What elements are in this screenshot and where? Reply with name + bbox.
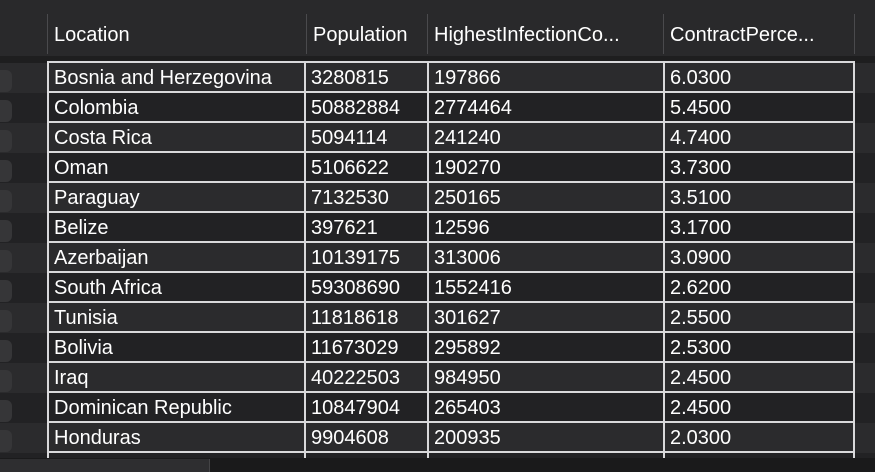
row-selector[interactable] <box>0 430 12 452</box>
cell-contract-percent[interactable]: 2.5300 <box>663 333 853 363</box>
cell-location[interactable]: Colombia <box>47 93 304 123</box>
row-selector[interactable] <box>0 100 12 122</box>
cell-highest-infection-count[interactable]: 265403 <box>427 393 663 423</box>
table-row[interactable]: Azerbaijan 10139175 313006 3.0900 <box>0 243 875 273</box>
cell-highest-infection-count[interactable]: 984950 <box>427 363 663 393</box>
cell-population[interactable]: 11818618 <box>304 303 427 333</box>
cell-highest-infection-count[interactable]: 295892 <box>427 333 663 363</box>
row-selector[interactable] <box>0 250 12 272</box>
cell-highest-infection-count[interactable]: 190270 <box>427 153 663 183</box>
cell-population[interactable]: 3280815 <box>304 63 427 93</box>
table-row[interactable]: Paraguay 7132530 250165 3.5100 <box>0 183 875 213</box>
cell-population[interactable]: 10847904 <box>304 393 427 423</box>
row-selector[interactable] <box>0 160 12 182</box>
scrollbar-thumb[interactable] <box>0 459 210 472</box>
cell-population[interactable]: 7132530 <box>304 183 427 213</box>
cell-contract-percent[interactable]: 3.5100 <box>663 183 853 213</box>
table-row[interactable]: Colombia 50882884 2774464 5.4500 <box>0 93 875 123</box>
column-header-location[interactable]: Location <box>47 14 306 54</box>
cell-contract-percent[interactable]: 2.0300 <box>663 423 853 453</box>
grid-border-population <box>304 62 306 472</box>
cell-location[interactable]: Oman <box>47 153 304 183</box>
cell-location[interactable]: Tunisia <box>47 303 304 333</box>
cell-population[interactable]: 40222503 <box>304 363 427 393</box>
cell-location[interactable]: Paraguay <box>47 183 304 213</box>
cell-contract-percent[interactable]: 2.4500 <box>663 363 853 393</box>
cell-location[interactable]: South Africa <box>47 273 304 303</box>
cell-location[interactable]: Azerbaijan <box>47 243 304 273</box>
cell-contract-percent[interactable]: 2.4500 <box>663 393 853 423</box>
cell-highest-infection-count[interactable]: 2774464 <box>427 93 663 123</box>
grid-header: Location Population HighestInfectionCo..… <box>0 0 875 56</box>
row-selector[interactable] <box>0 190 12 212</box>
cell-population[interactable]: 50882884 <box>304 93 427 123</box>
cell-population[interactable]: 10139175 <box>304 243 427 273</box>
cell-highest-infection-count[interactable]: 197866 <box>427 63 663 93</box>
cell-highest-infection-count[interactable]: 313006 <box>427 243 663 273</box>
cell-contract-percent[interactable]: 6.0300 <box>663 63 853 93</box>
cell-contract-percent[interactable]: 2.6200 <box>663 273 853 303</box>
table-row[interactable]: Iraq 40222503 984950 2.4500 <box>0 363 875 393</box>
row-selector[interactable] <box>0 130 12 152</box>
table-row[interactable]: Oman 5106622 190270 3.7300 <box>0 153 875 183</box>
grid-border-percent <box>663 62 665 472</box>
horizontal-scrollbar[interactable] <box>0 458 875 472</box>
cell-contract-percent[interactable]: 5.4500 <box>663 93 853 123</box>
cell-highest-infection-count[interactable]: 250165 <box>427 183 663 213</box>
cell-location[interactable]: Bolivia <box>47 333 304 363</box>
cell-location[interactable]: Belize <box>47 213 304 243</box>
cell-location[interactable]: Iraq <box>47 363 304 393</box>
row-selector[interactable] <box>0 340 12 362</box>
cell-population[interactable]: 5094114 <box>304 123 427 153</box>
row-selector[interactable] <box>0 70 12 92</box>
cell-contract-percent[interactable]: 4.7400 <box>663 123 853 153</box>
table-row[interactable]: Belize 397621 12596 3.1700 <box>0 213 875 243</box>
cell-location[interactable]: Dominican Republic <box>47 393 304 423</box>
table-row[interactable]: Bosnia and Herzegovina 3280815 197866 6.030… <box>0 63 875 93</box>
table-row[interactable]: Dominican Republic 10847904 265403 2.4500 <box>0 393 875 423</box>
row-selector[interactable] <box>0 220 12 242</box>
row-selector[interactable] <box>0 310 12 332</box>
cell-population[interactable]: 9904608 <box>304 423 427 453</box>
table-row[interactable]: Honduras 9904608 200935 2.0300 <box>0 423 875 453</box>
cell-location[interactable]: Costa Rica <box>47 123 304 153</box>
column-header-contract-percent[interactable]: ContractPerce... <box>663 14 854 54</box>
grid-border-highest <box>427 62 429 472</box>
column-header-empty <box>854 14 875 54</box>
row-selector[interactable] <box>0 280 12 302</box>
grid-top-border <box>47 61 855 63</box>
grid-border-location <box>47 62 49 472</box>
cell-highest-infection-count[interactable]: 12596 <box>427 213 663 243</box>
table-row[interactable]: Tunisia 11818618 301627 2.5500 <box>0 303 875 333</box>
column-header-population[interactable]: Population <box>306 14 427 54</box>
table-row[interactable]: South Africa 59308690 1552416 2.6200 <box>0 273 875 303</box>
cell-contract-percent[interactable]: 3.0900 <box>663 243 853 273</box>
cell-population[interactable]: 5106622 <box>304 153 427 183</box>
row-selector[interactable] <box>0 400 12 422</box>
cell-population[interactable]: 397621 <box>304 213 427 243</box>
cell-population[interactable]: 11673029 <box>304 333 427 363</box>
cell-highest-infection-count[interactable]: 1552416 <box>427 273 663 303</box>
cell-contract-percent[interactable]: 3.1700 <box>663 213 853 243</box>
cell-highest-infection-count[interactable]: 241240 <box>427 123 663 153</box>
grid-border-right <box>853 62 855 472</box>
row-selector[interactable] <box>0 370 12 392</box>
cell-highest-infection-count[interactable]: 301627 <box>427 303 663 333</box>
table-row[interactable]: Costa Rica 5094114 241240 4.7400 <box>0 123 875 153</box>
cell-population[interactable]: 59308690 <box>304 273 427 303</box>
cell-location[interactable]: Bosnia and Herzegovina <box>47 63 304 93</box>
cell-contract-percent[interactable]: 3.7300 <box>663 153 853 183</box>
table-row[interactable]: Bolivia 11673029 295892 2.5300 <box>0 333 875 363</box>
cell-contract-percent[interactable]: 2.5500 <box>663 303 853 333</box>
cell-highest-infection-count[interactable]: 200935 <box>427 423 663 453</box>
column-header-highest-infection-count[interactable]: HighestInfectionCo... <box>427 14 663 54</box>
cell-location[interactable]: Honduras <box>47 423 304 453</box>
